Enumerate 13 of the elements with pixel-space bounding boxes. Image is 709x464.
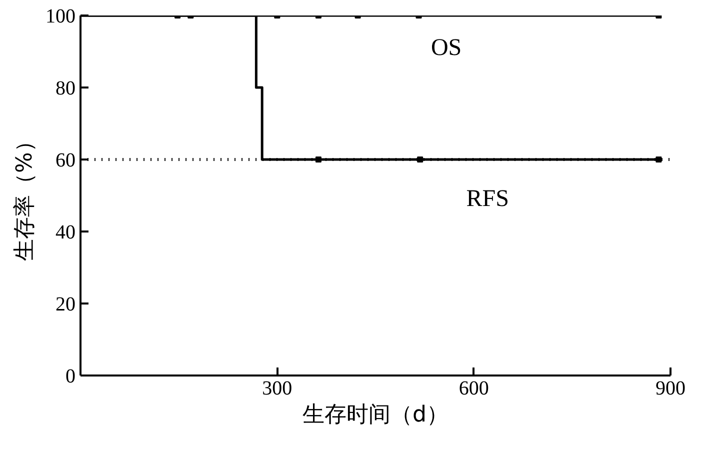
x-tick-label: 900 — [656, 378, 686, 400]
x-axis-title: 生存时间（d） — [302, 402, 448, 428]
x-tick-label: 600 — [458, 378, 489, 400]
series-label: OS — [430, 34, 462, 61]
y-tick-label: 100 — [46, 6, 76, 28]
y-axis-title: 生存率（%） — [12, 130, 38, 261]
y-tick-label: 0 — [66, 366, 76, 388]
series-label: RFS — [466, 186, 509, 212]
x-tick-label: 300 — [262, 378, 292, 400]
y-tick-label: 20 — [56, 294, 76, 316]
y-tick-label: 40 — [56, 222, 76, 244]
y-tick-label: 80 — [56, 78, 76, 100]
y-tick-label: 60 — [56, 150, 76, 172]
